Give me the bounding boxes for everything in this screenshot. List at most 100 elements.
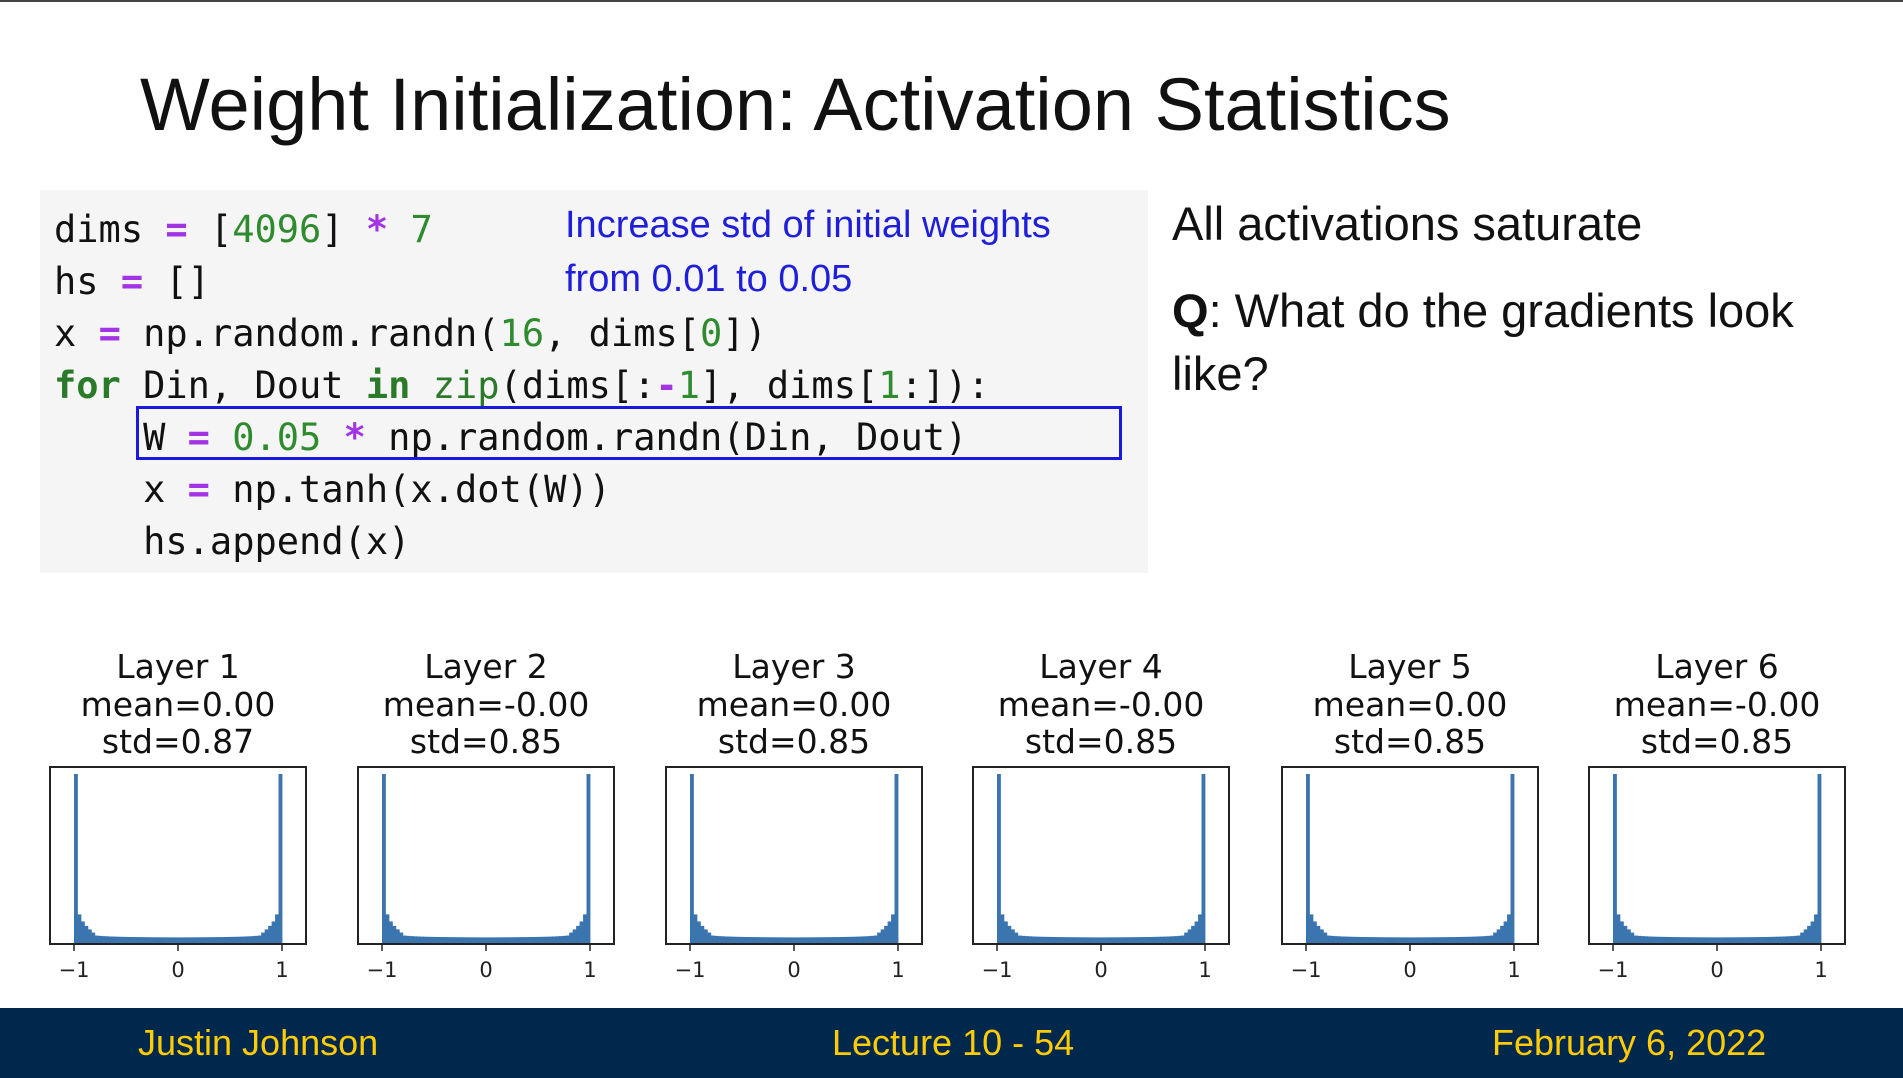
histogram-bar (755, 937, 760, 943)
histogram-bar (1786, 936, 1791, 943)
histogram-bar (1069, 937, 1074, 943)
histogram-bar (219, 937, 224, 943)
histogram-bar (188, 937, 193, 943)
histogram-bar (1107, 937, 1112, 943)
x-tick-label: 1 (1814, 958, 1827, 982)
histogram-bar (1191, 925, 1195, 943)
histogram-bar (1713, 937, 1718, 943)
histogram-bar (413, 936, 418, 943)
histogram-bar (223, 937, 227, 943)
code-line-1: dims = [4096] * 7 (54, 208, 433, 251)
histogram-bar (1496, 929, 1501, 943)
histogram-bar (863, 936, 868, 943)
chart-axes-frame (972, 766, 1230, 945)
histogram-bar (1038, 936, 1043, 943)
histogram-bar (828, 937, 833, 943)
histogram-bar (254, 935, 259, 943)
histogram-bar (444, 937, 449, 943)
histogram-bar (77, 914, 82, 943)
histogram-bar (1758, 937, 1763, 943)
annotation-note-line-1: Increase std of initial weights (565, 204, 1051, 246)
histogram-bar (243, 936, 248, 943)
histogram-bar (1482, 936, 1487, 943)
histogram-bar (703, 929, 708, 943)
chart-std-label: std=0.85 (1025, 722, 1177, 761)
histogram-bar (728, 936, 732, 943)
histogram-bar (1170, 936, 1175, 943)
histogram-bar (1135, 937, 1140, 943)
histogram-bar (434, 936, 438, 943)
histogram-bar (780, 937, 784, 943)
chart-axes-frame (49, 766, 307, 945)
histogram-bar (1737, 937, 1742, 943)
histogram-bar (499, 937, 504, 943)
histogram-bar (1101, 937, 1105, 943)
chart-axes-frame (357, 766, 615, 945)
histogram-bar (503, 937, 508, 943)
footer-bar: Justin Johnson Lecture 10 - 54 February … (0, 1008, 1903, 1078)
x-tick-label: 1 (1507, 958, 1520, 982)
histogram-bar (1706, 937, 1711, 943)
x-tick-label: −1 (367, 958, 398, 982)
histogram-bar (440, 937, 445, 943)
histogram-bar (150, 937, 155, 943)
histogram-bar (226, 936, 231, 943)
code-line-6: x = np.tanh(x.dot(W)) (143, 468, 611, 511)
histogram-bar (1410, 937, 1414, 943)
histogram-bar (1330, 935, 1335, 943)
x-tick-label: −1 (1598, 958, 1629, 982)
histogram-bar (807, 937, 812, 943)
histogram-bar (842, 936, 847, 943)
histogram-bar (205, 937, 210, 943)
histogram-bar (122, 936, 127, 943)
histogram-bar (136, 937, 141, 943)
histogram-bar (1416, 937, 1421, 943)
histogram-bar (1306, 774, 1310, 943)
histogram-bar (153, 937, 158, 943)
histogram-bar (846, 936, 850, 943)
histogram-bar (1668, 937, 1673, 943)
histogram-bar (811, 937, 816, 943)
histogram-bar (1810, 921, 1815, 943)
histogram-bar (1765, 936, 1770, 943)
histogram-bar (212, 937, 217, 943)
histogram-bar (1775, 936, 1780, 943)
histogram-bar (1111, 937, 1116, 943)
histogram-bar (866, 936, 871, 943)
histogram-bar (583, 914, 587, 943)
histogram-bar (1194, 921, 1199, 943)
histogram-bar (492, 937, 497, 943)
histogram-bar (1427, 937, 1432, 943)
histogram-bar (482, 937, 487, 943)
histogram-bar (1637, 935, 1642, 943)
histogram-bar (1741, 937, 1746, 943)
histogram-bar (402, 935, 407, 943)
histogram-bar (717, 936, 722, 943)
histogram-bar (1087, 937, 1091, 943)
histogram-bar (1309, 914, 1314, 943)
histogram-bar (132, 937, 137, 943)
histogram-bar (1682, 937, 1687, 943)
histogram-bar (524, 937, 528, 943)
histogram-bar (1800, 932, 1805, 943)
histogram-bar (565, 935, 570, 943)
histogram-bar (1462, 936, 1466, 943)
histogram-bar (1073, 937, 1078, 943)
x-tick-label: 0 (479, 958, 492, 982)
histogram-bar (157, 937, 162, 943)
histogram-bar (451, 937, 456, 943)
histogram-bar (1104, 937, 1109, 943)
histogram-bar (1633, 935, 1638, 943)
histogram-bar (513, 937, 518, 943)
side-statement: All activations saturate (1172, 197, 1643, 250)
x-tick-label: 0 (1094, 958, 1107, 982)
chart-mean-label: mean=-0.00 (383, 685, 590, 724)
histogram-bar (184, 937, 189, 943)
histogram-bar (714, 935, 719, 943)
histogram-bar (832, 937, 836, 943)
histogram-bar (1121, 937, 1126, 943)
histogram-bar (1066, 937, 1071, 943)
histogram-bar (724, 936, 729, 943)
